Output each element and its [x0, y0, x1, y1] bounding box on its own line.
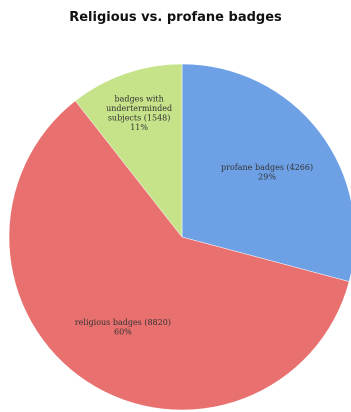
pie-slice-profane: [181, 63, 351, 282]
pie-slice-religious: [8, 100, 350, 411]
pie-slice-undetermined: [74, 63, 183, 238]
slice-label-religious: religious badges (8820) 60%: [75, 318, 171, 337]
chart-title: Religious vs. profane badges: [69, 10, 282, 25]
slice-label-undetermined: badges with underterminded subjects (1548)…: [106, 94, 172, 132]
slice-label-profane: profane badges (4266) 29%: [221, 163, 313, 182]
